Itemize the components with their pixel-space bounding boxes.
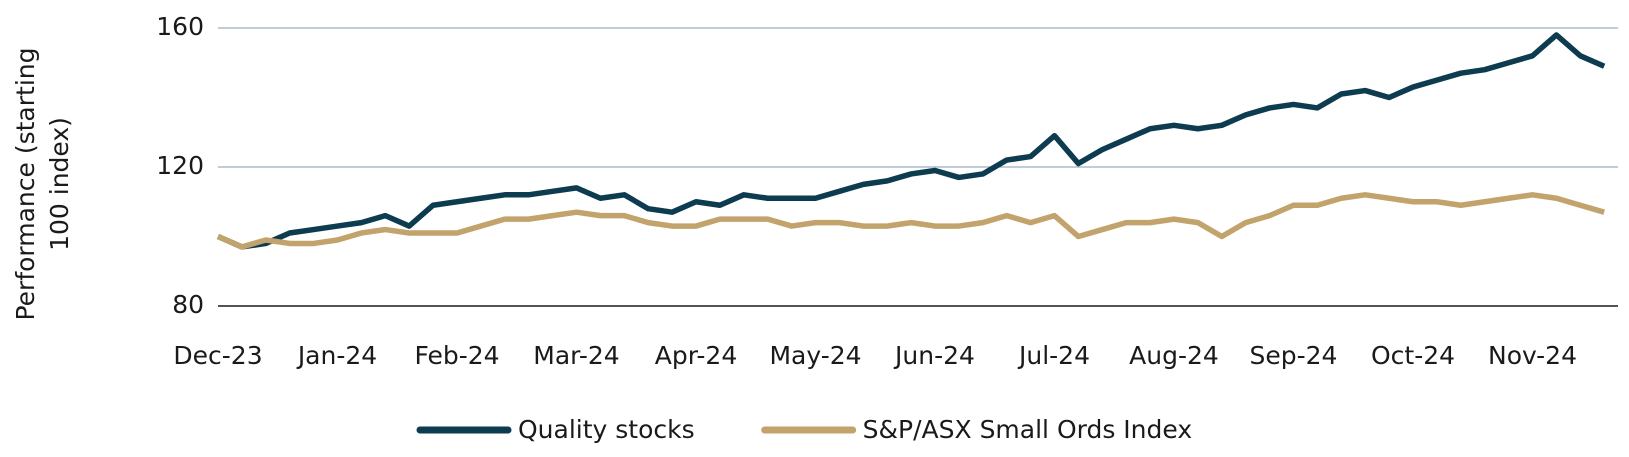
legend-label: Quality stocks [518, 415, 695, 444]
y-tick-label: 80 [172, 290, 204, 319]
y-tick-label: 120 [156, 151, 204, 180]
legend-label: S&P/ASX Small Ords Index [863, 415, 1192, 444]
x-tick-label: Apr-24 [655, 341, 737, 370]
x-tick-label: Nov-24 [1488, 341, 1577, 370]
x-tick-label: May-24 [769, 341, 861, 370]
y-tick-label: 160 [156, 12, 204, 41]
x-tick-label: Sep-24 [1250, 341, 1338, 370]
x-tick-label: Mar-24 [533, 341, 619, 370]
series-line [216, 32, 1606, 250]
x-tick-label: Dec-23 [173, 341, 262, 370]
y-axis-label: Performance (starting 100 index) [11, 47, 74, 321]
x-tick-label: Oct-24 [1371, 341, 1455, 370]
x-tick-label: Jun-24 [893, 341, 975, 370]
x-tick-label: Feb-24 [414, 341, 499, 370]
series-line [216, 192, 1605, 250]
x-tick-label: Aug-24 [1129, 341, 1219, 370]
x-tick-label: Jan-24 [296, 341, 377, 370]
x-tick-label: Jul-24 [1017, 341, 1090, 370]
